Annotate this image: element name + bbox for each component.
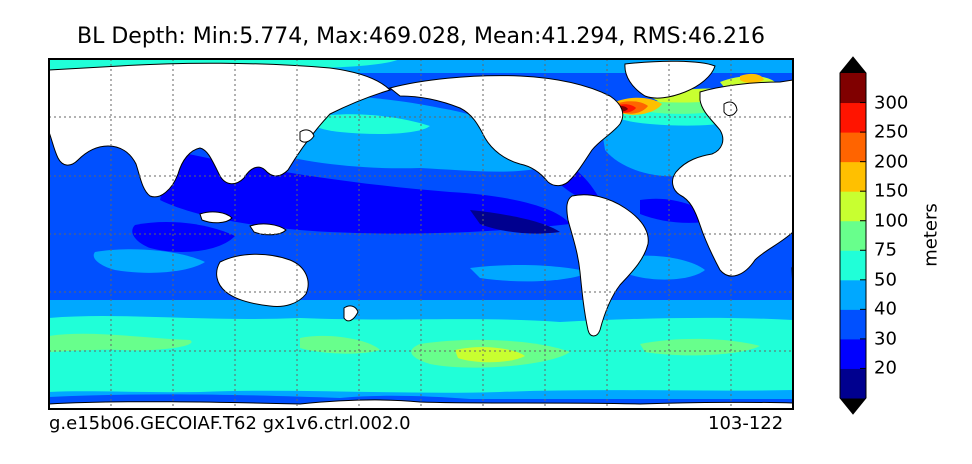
land-europe-africa	[672, 79, 793, 277]
colorbar-segment	[840, 338, 866, 369]
colorbar	[839, 56, 867, 415]
indian-20-30	[132, 222, 235, 252]
colorbar-tick-label: 20	[874, 357, 897, 379]
colorbar-tick-label: 200	[874, 151, 909, 173]
equatorial-20-30	[160, 150, 570, 234]
land-greenland	[624, 60, 716, 99]
colorbar-segment	[840, 161, 866, 192]
atlantic-equatorial-20-30	[640, 198, 715, 223]
colorbar-tick-label: 40	[874, 298, 897, 320]
year-range-caption: 103-122	[708, 413, 784, 434]
colorbar-segment	[840, 102, 866, 133]
land-uk	[723, 101, 738, 117]
map-frame	[48, 58, 794, 410]
ocean-field	[49, 59, 793, 409]
land-australia	[216, 253, 309, 307]
indian-south-40-50	[93, 249, 205, 273]
equatorial-lt20	[470, 210, 560, 234]
colorbar-tick-label: 100	[874, 210, 909, 232]
colorbar-tick-label: 300	[874, 92, 909, 114]
land-japan	[299, 129, 315, 143]
colorbar-unit-label: meters	[920, 203, 942, 267]
colorbar-segment	[840, 250, 866, 281]
land-north-america	[388, 75, 624, 187]
colorbar-tick-label: 150	[874, 180, 909, 202]
land-south-america	[566, 194, 649, 337]
nordic-seas-150-200	[740, 73, 764, 83]
southern-ocean-100-150	[455, 347, 525, 363]
colorbar-segment	[840, 191, 866, 222]
colorbar-tick-label: 30	[874, 328, 897, 350]
colorbar-outline	[839, 56, 867, 415]
south-atlantic-40-50	[620, 255, 705, 280]
colorbar-over-arrow	[840, 57, 866, 73]
colorbar-segment	[840, 368, 866, 399]
continents	[49, 60, 793, 409]
land-new-zealand	[343, 305, 359, 322]
colorbar-tick-label: 50	[874, 269, 897, 291]
graticule	[49, 59, 793, 409]
pacific-north-50-75	[309, 114, 430, 134]
colorbar-segment	[840, 220, 866, 251]
colorbar-segment	[840, 279, 866, 310]
colorbar-segment	[840, 132, 866, 163]
southern-ocean-75-100	[49, 333, 192, 352]
southern-ocean-75-100	[300, 335, 380, 354]
colorbar-tick-label: 75	[874, 239, 897, 261]
colorbar-segment	[840, 309, 866, 340]
colorbar-segment	[840, 73, 866, 104]
map-title: BL Depth: Min:5.774, Max:469.028, Mean:4…	[77, 24, 765, 49]
pacific-south-40-50	[470, 265, 590, 282]
run-name-caption: g.e15b06.GECOIAF.T62 gx1v6.ctrl.002.0	[49, 413, 411, 434]
land-indonesia	[199, 211, 233, 224]
colorbar-under-arrow	[840, 398, 866, 414]
colorbar-tick-label: 250	[874, 121, 909, 143]
